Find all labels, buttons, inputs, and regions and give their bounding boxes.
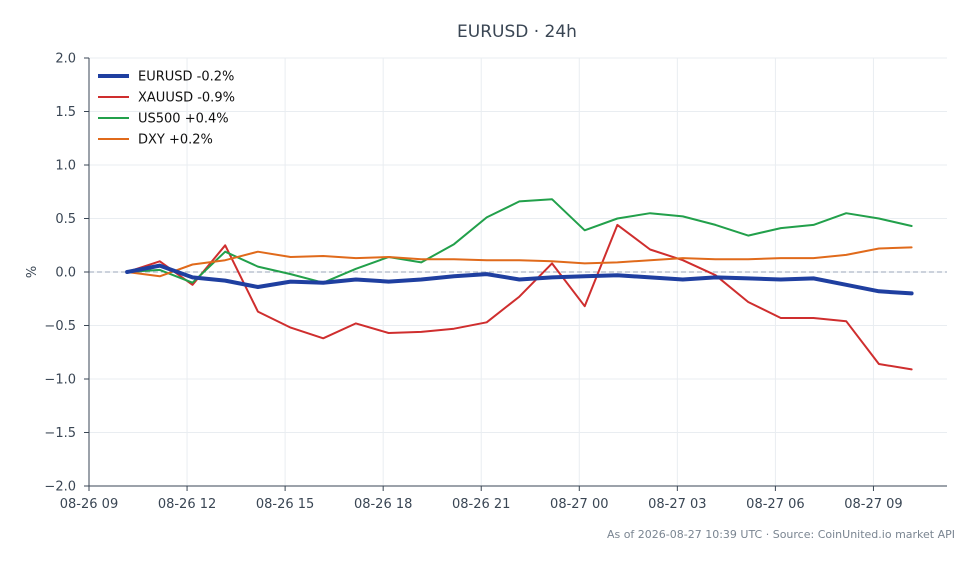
x-tick-label: 08-26 18 [354, 497, 412, 512]
x-tick-label: 08-27 03 [648, 497, 706, 512]
grid [88, 57, 947, 487]
y-tick-label: −2.0 [44, 480, 76, 495]
y-tick-label: −1.0 [44, 373, 76, 388]
footer-note: As of 2026-08-27 10:39 UTC · Source: Coi… [607, 528, 955, 541]
legend-label-dxy: DXY +0.2% [138, 133, 213, 148]
y-tick-label: 0.5 [55, 212, 76, 227]
y-tick-label: 2.0 [55, 52, 76, 67]
x-tick-label: 08-26 15 [256, 497, 314, 512]
y-tick-label: 1.5 [55, 105, 76, 120]
legend-label-eurusd: EURUSD -0.2% [138, 70, 234, 85]
legend-label-xauusd: XAUUSD -0.9% [138, 91, 235, 106]
x-tick-label: 08-26 12 [158, 497, 216, 512]
series-line-eurusd [125, 263, 914, 296]
series-line-us500 [126, 198, 913, 284]
y-tick-label: −0.5 [44, 319, 76, 334]
series-layer [125, 198, 914, 371]
axes: −2.0 −1.5 −1.0 −0.5 0.0 0.5 1.0 1.5 2.0 08-26 09 0… [44, 52, 947, 512]
x-tick-label: 08-26 21 [452, 497, 510, 512]
y-tick-label: 1.0 [55, 159, 76, 174]
x-tick-label: 08-26 09 [60, 497, 118, 512]
y-tick-label: 0.0 [55, 266, 76, 281]
series-line-dxy [126, 246, 913, 278]
legend-label-us500: US500 +0.4% [138, 112, 229, 127]
x-tick-label: 08-27 09 [844, 497, 902, 512]
x-tick-label: 08-27 06 [746, 497, 804, 512]
series-line-xauusd [126, 223, 913, 371]
legend: EURUSD -0.2% XAUUSD -0.9% US500 +0.4% DXY +… [98, 70, 235, 148]
chart-title: EURUSD · 24h [457, 22, 577, 42]
y-tick-label: −1.5 [44, 426, 76, 441]
y-axis-label: % [25, 266, 40, 278]
x-tick-label: 08-27 00 [550, 497, 608, 512]
